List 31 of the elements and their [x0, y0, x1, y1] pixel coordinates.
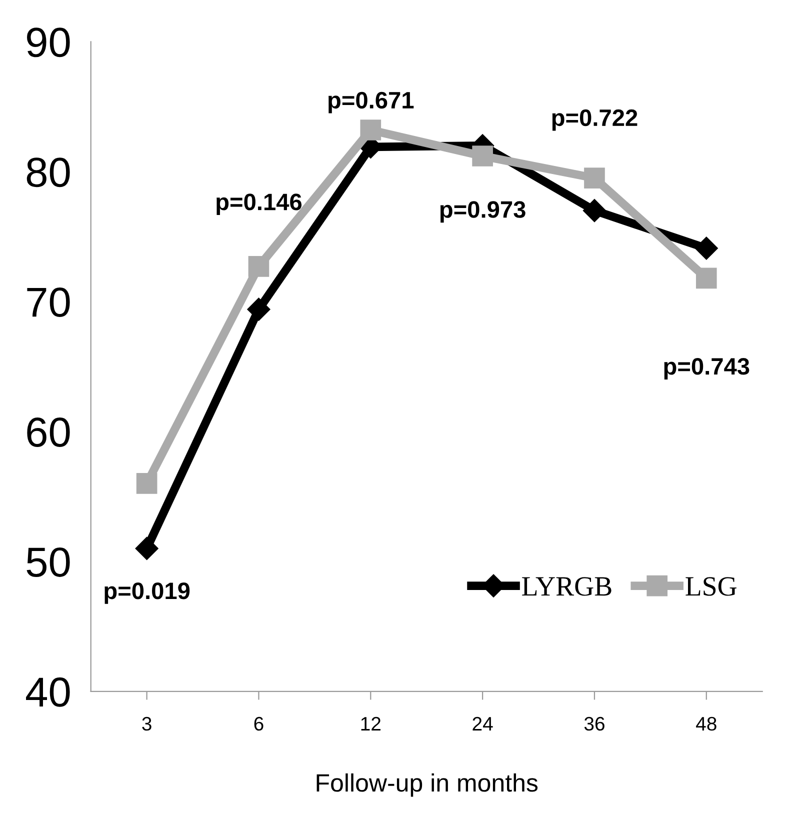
- y-tick-label: 90: [27, 28, 70, 58]
- point: [694, 236, 718, 260]
- legend-label: LSG: [686, 577, 736, 596]
- x-tick-label: 3: [142, 716, 152, 731]
- annotation: p=0.722: [552, 109, 638, 131]
- x-tick-label: 6: [254, 716, 264, 731]
- x-axis-title: Follow-up in months: [316, 773, 538, 797]
- legend-label: LYRGB: [522, 577, 612, 596]
- annotation: p=0.743: [664, 358, 750, 380]
- annotation: p=0.973: [440, 201, 526, 223]
- point: [247, 298, 270, 321]
- point: [135, 536, 158, 560]
- point: [472, 146, 493, 166]
- y-tick-label: 40: [26, 677, 70, 707]
- x-tick-label: 36: [584, 716, 604, 731]
- point: [582, 199, 606, 222]
- y-tick-label: 70: [27, 288, 70, 318]
- point: [248, 256, 270, 277]
- point: [136, 473, 158, 494]
- point: [584, 168, 605, 189]
- y-tick-label: 80: [26, 158, 70, 188]
- y-tick-label: 60: [27, 417, 70, 447]
- point: [360, 120, 382, 140]
- annotation: p=0.146: [216, 194, 302, 215]
- annotation: p=0.671: [328, 92, 414, 114]
- x-tick-label: 12: [361, 716, 380, 730]
- y-tick-label: 50: [26, 547, 70, 577]
- x-tick-label: 24: [472, 716, 493, 730]
- annotation: p=0.019: [104, 582, 190, 604]
- x-tick-label: 48: [696, 716, 716, 731]
- point: [696, 268, 717, 289]
